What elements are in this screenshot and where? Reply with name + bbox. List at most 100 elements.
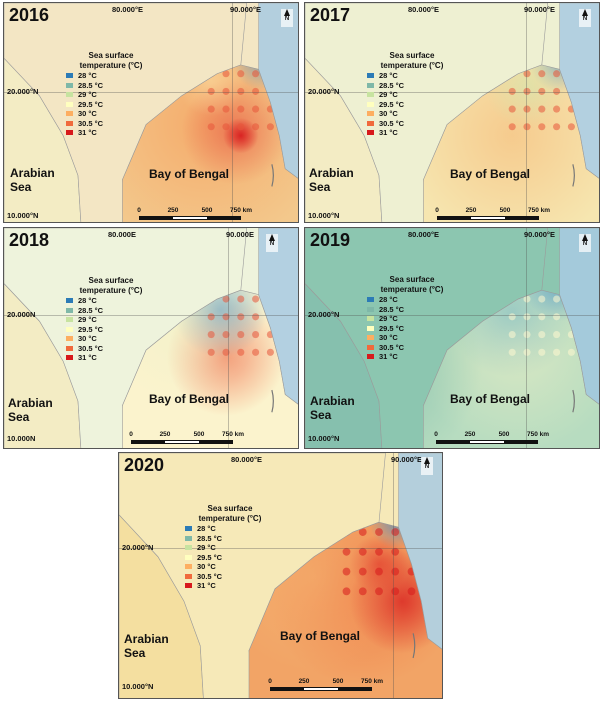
longitude-label: 80.000°E	[231, 455, 262, 464]
scale-bar: 0 250 500 750 km	[129, 431, 245, 444]
arabian-sea-label: Arabian Sea	[310, 394, 355, 422]
north-arrow-icon: N	[579, 234, 591, 252]
legend-swatch	[66, 111, 73, 117]
legend-item: 28 °C	[367, 71, 457, 81]
legend-swatch	[66, 130, 73, 136]
legend-item: 30.5 °C	[185, 572, 275, 582]
legend-item: 30.5 °C	[66, 344, 156, 354]
legend-swatch	[367, 344, 374, 350]
longitude-label: 80.000E	[108, 230, 136, 239]
legend-title: Sea surface temperature (°C)	[79, 51, 143, 70]
bay-of-bengal-label: Bay of Bengal	[280, 629, 361, 643]
legend-swatch	[66, 73, 73, 79]
longitude-label: 90.000°E	[524, 230, 555, 239]
scale-tick: 750 km	[526, 431, 550, 438]
scale-tick: 500	[332, 678, 344, 685]
legend-item: 31 °C	[66, 128, 156, 138]
legend-swatch	[367, 354, 374, 360]
legend-item: 30 °C	[367, 109, 457, 119]
legend-item: 31 °C	[367, 128, 457, 138]
legend-title: Sea surface temperature (°C)	[380, 51, 444, 70]
legend-swatch	[66, 101, 73, 107]
legend-item: 28.5 °C	[185, 534, 275, 544]
latitude-label: 10.000°N	[308, 211, 340, 220]
longitude-label: 90.000°E	[524, 5, 555, 14]
scale-tick: 750 km	[360, 678, 384, 685]
legend-swatch	[367, 92, 374, 98]
north-arrow-icon: N	[579, 9, 591, 27]
year-label: 2018	[9, 230, 50, 250]
legend-item: 29 °C	[66, 90, 156, 100]
map-panel-2020: 2020 80.000°E 90.000°E 20.000°N 10.000°N N Sea…	[118, 452, 443, 699]
legend-title: Sea surface temperature (°C)	[198, 504, 262, 523]
scale-bar: 0 250 500 750 km	[137, 207, 252, 220]
legend-item: 29 °C	[367, 314, 457, 324]
legend-item: 29 °C	[66, 315, 156, 325]
legend-swatch	[367, 111, 374, 117]
north-arrow-icon: N	[281, 9, 293, 27]
legend-swatch	[367, 82, 374, 88]
longitude-label: 80.000°E	[408, 230, 439, 239]
year-label: 2017	[310, 5, 351, 25]
scale-tick: 0	[435, 207, 439, 214]
legend-swatch	[66, 307, 73, 313]
legend-item: 28.5 °C	[367, 305, 457, 315]
legend-item: 28.5 °C	[66, 81, 156, 91]
legend: Sea surface temperature (°C) 28 °C 28.5 °C…	[66, 51, 156, 138]
legend-title: Sea surface temperature (°C)	[380, 275, 444, 294]
year-label: 2020	[124, 455, 165, 475]
legend-item: 31 °C	[66, 353, 156, 363]
legend-swatch	[66, 92, 73, 98]
scale-tick: 750 km	[527, 207, 551, 214]
legend-swatch	[185, 526, 192, 532]
legend-item: 29.5 °C	[66, 100, 156, 110]
latitude-label: 20.000°N	[308, 310, 340, 319]
scale-tick: 0	[129, 431, 133, 438]
map-background	[4, 228, 298, 448]
map-panel-2016: 2016 80.000°E 90.000°E 20.000°N 10.000°N N Sea…	[3, 2, 299, 223]
map-background	[4, 3, 298, 222]
legend-swatch	[66, 298, 73, 304]
scale-tick: 500	[201, 207, 213, 214]
legend-item: 28 °C	[367, 295, 457, 305]
legend-swatch	[185, 545, 192, 551]
scale-tick: 250	[464, 431, 476, 438]
latitude-label: 20.000°N	[7, 87, 39, 96]
arabian-sea-label: Arabian Sea	[10, 166, 55, 194]
north-arrow-icon: N	[266, 234, 278, 252]
map-panel-2017: 2017 80.000°E 90.000°E 20.000°N 10.000°N N Sea…	[304, 2, 600, 223]
legend: Sea surface temperature (°C) 28 °C 28.5 °C…	[66, 276, 156, 363]
scale-tick: 0	[434, 431, 438, 438]
legend-swatch	[185, 564, 192, 570]
legend-swatch	[185, 583, 192, 589]
legend-swatch	[367, 120, 374, 126]
map-background	[119, 453, 442, 698]
legend-item: 29.5 °C	[66, 325, 156, 335]
map-panel-2018: 2018 80.000E 90.000E 20.000N 10.000N N Sea sur…	[3, 227, 299, 449]
legend-swatch	[185, 535, 192, 541]
scale-bar: 0 250 500 750 km	[435, 207, 551, 220]
year-label: 2016	[9, 5, 50, 25]
legend-item: 28.5 °C	[367, 81, 457, 91]
latitude-label: 20.000°N	[122, 543, 154, 552]
legend-item: 30.5 °C	[367, 343, 457, 353]
legend-item: 30 °C	[185, 562, 275, 572]
legend-swatch	[66, 82, 73, 88]
legend-item: 30 °C	[367, 333, 457, 343]
legend-swatch	[66, 355, 73, 361]
legend-swatch	[367, 316, 374, 322]
scale-bar: 0 250 500 750 km	[434, 431, 550, 444]
map-background	[305, 3, 599, 222]
legend-swatch	[367, 306, 374, 312]
legend-item: 31 °C	[185, 581, 275, 591]
scale-bar: 0 250 500 750 km	[268, 678, 384, 691]
map-panel-2019: 2019 80.000°E 90.000°E 20.000°N 10.000°N N Sea…	[304, 227, 600, 449]
map-background	[305, 228, 599, 448]
legend-item: 31 °C	[367, 352, 457, 362]
scale-tick: 750 km	[221, 431, 245, 438]
scale-tick: 0	[268, 678, 272, 685]
legend-swatch	[66, 336, 73, 342]
scale-tick: 500	[499, 207, 511, 214]
legend-item: 28.5 °C	[66, 306, 156, 316]
north-arrow-icon: N	[421, 457, 433, 475]
